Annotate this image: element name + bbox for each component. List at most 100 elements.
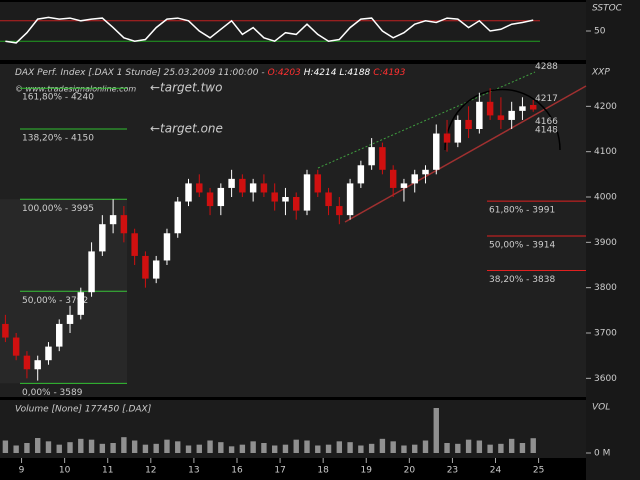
- volume-bar: [131, 440, 138, 453]
- y-tick-label: 3900: [594, 238, 617, 248]
- candle-body: [357, 165, 365, 184]
- volume-bar: [185, 445, 192, 453]
- volume-bar: [99, 443, 106, 453]
- stoch-label: SSTOC: [592, 4, 623, 14]
- candle-body: [152, 260, 160, 279]
- volume-bar: [45, 441, 52, 453]
- fib-label: 138,20% - 4150: [22, 134, 94, 144]
- candle-body: [325, 192, 332, 207]
- candle-body: [66, 314, 74, 324]
- candle-body: [88, 251, 95, 293]
- volume-bar: [422, 440, 429, 453]
- fib-label: 61,80% - 3991: [489, 206, 555, 216]
- volume-bar: [13, 445, 19, 453]
- candle-body: [120, 215, 128, 234]
- volume-bar: [336, 441, 343, 453]
- candle-body: [443, 133, 451, 143]
- volume-bar: [368, 443, 375, 453]
- volume-bar: [271, 445, 278, 453]
- volume-bar: [282, 444, 289, 453]
- volume-bar: [465, 439, 472, 453]
- volume-bar: [293, 439, 299, 453]
- candle-body: [131, 233, 138, 256]
- candle-body: [142, 255, 149, 279]
- y-tick-label: 3800: [594, 283, 617, 293]
- volume-bar: [530, 438, 536, 453]
- volume-bar: [56, 444, 62, 453]
- y-tick-label: 50: [594, 27, 606, 37]
- volume-bar: [110, 443, 116, 453]
- candle-body: [389, 169, 397, 188]
- price-title: DAX Perf. Index [.DAX 1 Stunde] 25.03.20…: [15, 68, 406, 78]
- volume-bar: [325, 444, 332, 453]
- volume-bar: [433, 408, 439, 453]
- x-tick-label: 23: [447, 466, 458, 476]
- candle-body: [271, 192, 278, 202]
- volume-bar: [121, 437, 127, 453]
- volume-bar: [455, 443, 461, 453]
- x-tick-label: 10: [59, 466, 71, 476]
- candle-body: [2, 323, 9, 338]
- volume-bar: [401, 445, 407, 453]
- axis-area: [586, 0, 640, 480]
- x-tick-label: 16: [231, 466, 243, 476]
- candle-body: [433, 133, 440, 170]
- volume-bar: [239, 444, 246, 453]
- price-label: 4148: [535, 125, 558, 135]
- candle-body: [314, 174, 322, 193]
- lower-channel: [344, 85, 587, 223]
- fib-zone: [0, 199, 127, 384]
- volume-bar: [379, 438, 386, 453]
- candle-body: [77, 292, 85, 315]
- volume-bar: [519, 443, 526, 453]
- candle-body: [239, 178, 246, 193]
- candle-body: [228, 178, 235, 188]
- candle-body: [34, 360, 41, 370]
- candle-body: [23, 355, 31, 370]
- volume-bar: [476, 440, 483, 453]
- price-label: 4288: [535, 62, 558, 72]
- volume-bar: [207, 440, 213, 453]
- candle-body: [174, 201, 181, 234]
- fib-label: 50,00% - 3914: [489, 240, 555, 250]
- volume-bar: [153, 443, 159, 453]
- candle-body: [465, 119, 472, 129]
- volume-bar: [508, 438, 515, 453]
- candle-body: [476, 101, 483, 129]
- volume-bar: [261, 443, 267, 453]
- candle-body: [109, 215, 117, 225]
- volume-bar: [347, 442, 353, 453]
- volume-bar: [2, 440, 9, 453]
- candle-body: [45, 346, 52, 361]
- volume-bar: [304, 440, 310, 453]
- volume-axis-label: VOL: [592, 403, 610, 413]
- candle-body: [519, 106, 526, 111]
- y-tick-label: 0 M: [594, 449, 610, 459]
- fib-label: 100,00% - 3995: [22, 204, 94, 214]
- volume-bar: [358, 445, 364, 453]
- volume-bar: [24, 443, 30, 453]
- candle-body: [411, 174, 418, 184]
- volume-bar: [67, 442, 73, 453]
- volume-bar: [498, 443, 504, 453]
- price-label: 4217: [535, 94, 558, 104]
- candle-body: [185, 183, 192, 202]
- volume-bar: [196, 444, 202, 453]
- candle-body: [56, 323, 63, 347]
- volume-bar: [315, 445, 321, 453]
- x-tick-label: 24: [490, 466, 502, 476]
- x-tick-label: 11: [102, 466, 113, 476]
- candle-body: [99, 224, 106, 252]
- x-tick-label: 13: [188, 466, 199, 476]
- candle-body: [379, 147, 386, 170]
- volume-bar: [228, 446, 235, 453]
- volume-bar: [444, 443, 450, 453]
- candle-body: [12, 337, 20, 356]
- volume-bar: [35, 438, 41, 453]
- fib-label: 0,00% - 3589: [22, 388, 83, 398]
- fib-label: 38,20% - 3838: [489, 275, 555, 285]
- x-tick-label: 20: [404, 466, 416, 476]
- candle-body: [217, 187, 225, 207]
- fib-label: 161,80% - 4240: [22, 93, 94, 103]
- candle-body: [497, 115, 505, 120]
